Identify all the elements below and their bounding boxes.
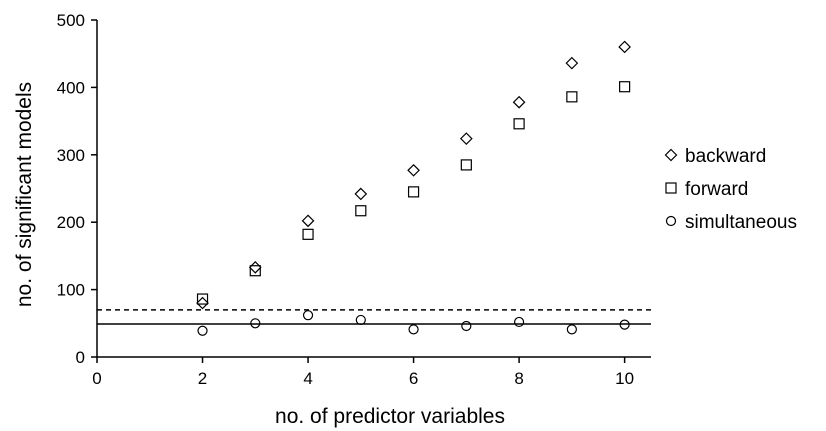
forward-point <box>407 186 420 198</box>
backward-point <box>459 132 473 145</box>
backward-point <box>407 163 420 177</box>
legend-forward-label: forward <box>685 179 748 200</box>
legend: backward forward simultaneous <box>664 146 797 233</box>
y-tick-label: 100 <box>57 281 85 300</box>
y-tick-label: 500 <box>57 11 85 30</box>
forward-point <box>566 91 578 103</box>
simultaneous-point <box>302 310 314 321</box>
simultaneous-point <box>619 319 630 330</box>
backward-point <box>512 95 526 109</box>
simultaneous-point <box>355 314 366 326</box>
x-tick-label: 0 <box>92 369 101 388</box>
forward-point <box>460 159 472 171</box>
backward-point <box>618 40 631 54</box>
x-tick-label: 2 <box>198 369 207 388</box>
plot-area <box>97 40 651 336</box>
forward-point <box>249 265 261 277</box>
simultaneous-point <box>513 316 525 328</box>
forward-point <box>196 293 209 305</box>
x-tick-label: 6 <box>409 369 418 388</box>
y-tick-label: 0 <box>76 348 85 367</box>
axes: 0 100 200 300 400 500 0 2 4 6 8 10 <box>57 11 651 388</box>
y-tick-label: 400 <box>57 78 85 97</box>
backward-point <box>354 187 368 201</box>
simultaneous-point <box>197 325 208 336</box>
x-tick-label: 8 <box>514 369 523 388</box>
legend-simultaneous-marker <box>665 215 677 227</box>
y-tick-label: 200 <box>57 213 85 232</box>
simultaneous-point <box>408 324 419 335</box>
simultaneous-point <box>566 324 577 335</box>
x-tick-label: 4 <box>303 369 312 388</box>
forward-point <box>302 228 314 240</box>
simultaneous-point <box>250 318 261 329</box>
legend-forward-marker <box>665 182 677 194</box>
y-axis-title: no. of significant models <box>13 82 36 307</box>
forward-point <box>355 205 367 217</box>
x-tick-label: 10 <box>615 369 634 388</box>
forward-point <box>513 118 525 130</box>
simultaneous-point <box>461 320 472 332</box>
backward-point <box>565 56 579 70</box>
legend-backward-marker <box>664 148 678 162</box>
backward-point <box>248 261 262 274</box>
backward-point <box>301 214 315 228</box>
legend-simultaneous-label: simultaneous <box>685 212 797 233</box>
forward-point <box>619 81 631 93</box>
backward-point <box>196 296 209 310</box>
legend-backward-label: backward <box>685 146 766 167</box>
x-axis-title: no. of predictor variables <box>275 405 505 428</box>
y-tick-label: 300 <box>57 146 85 165</box>
